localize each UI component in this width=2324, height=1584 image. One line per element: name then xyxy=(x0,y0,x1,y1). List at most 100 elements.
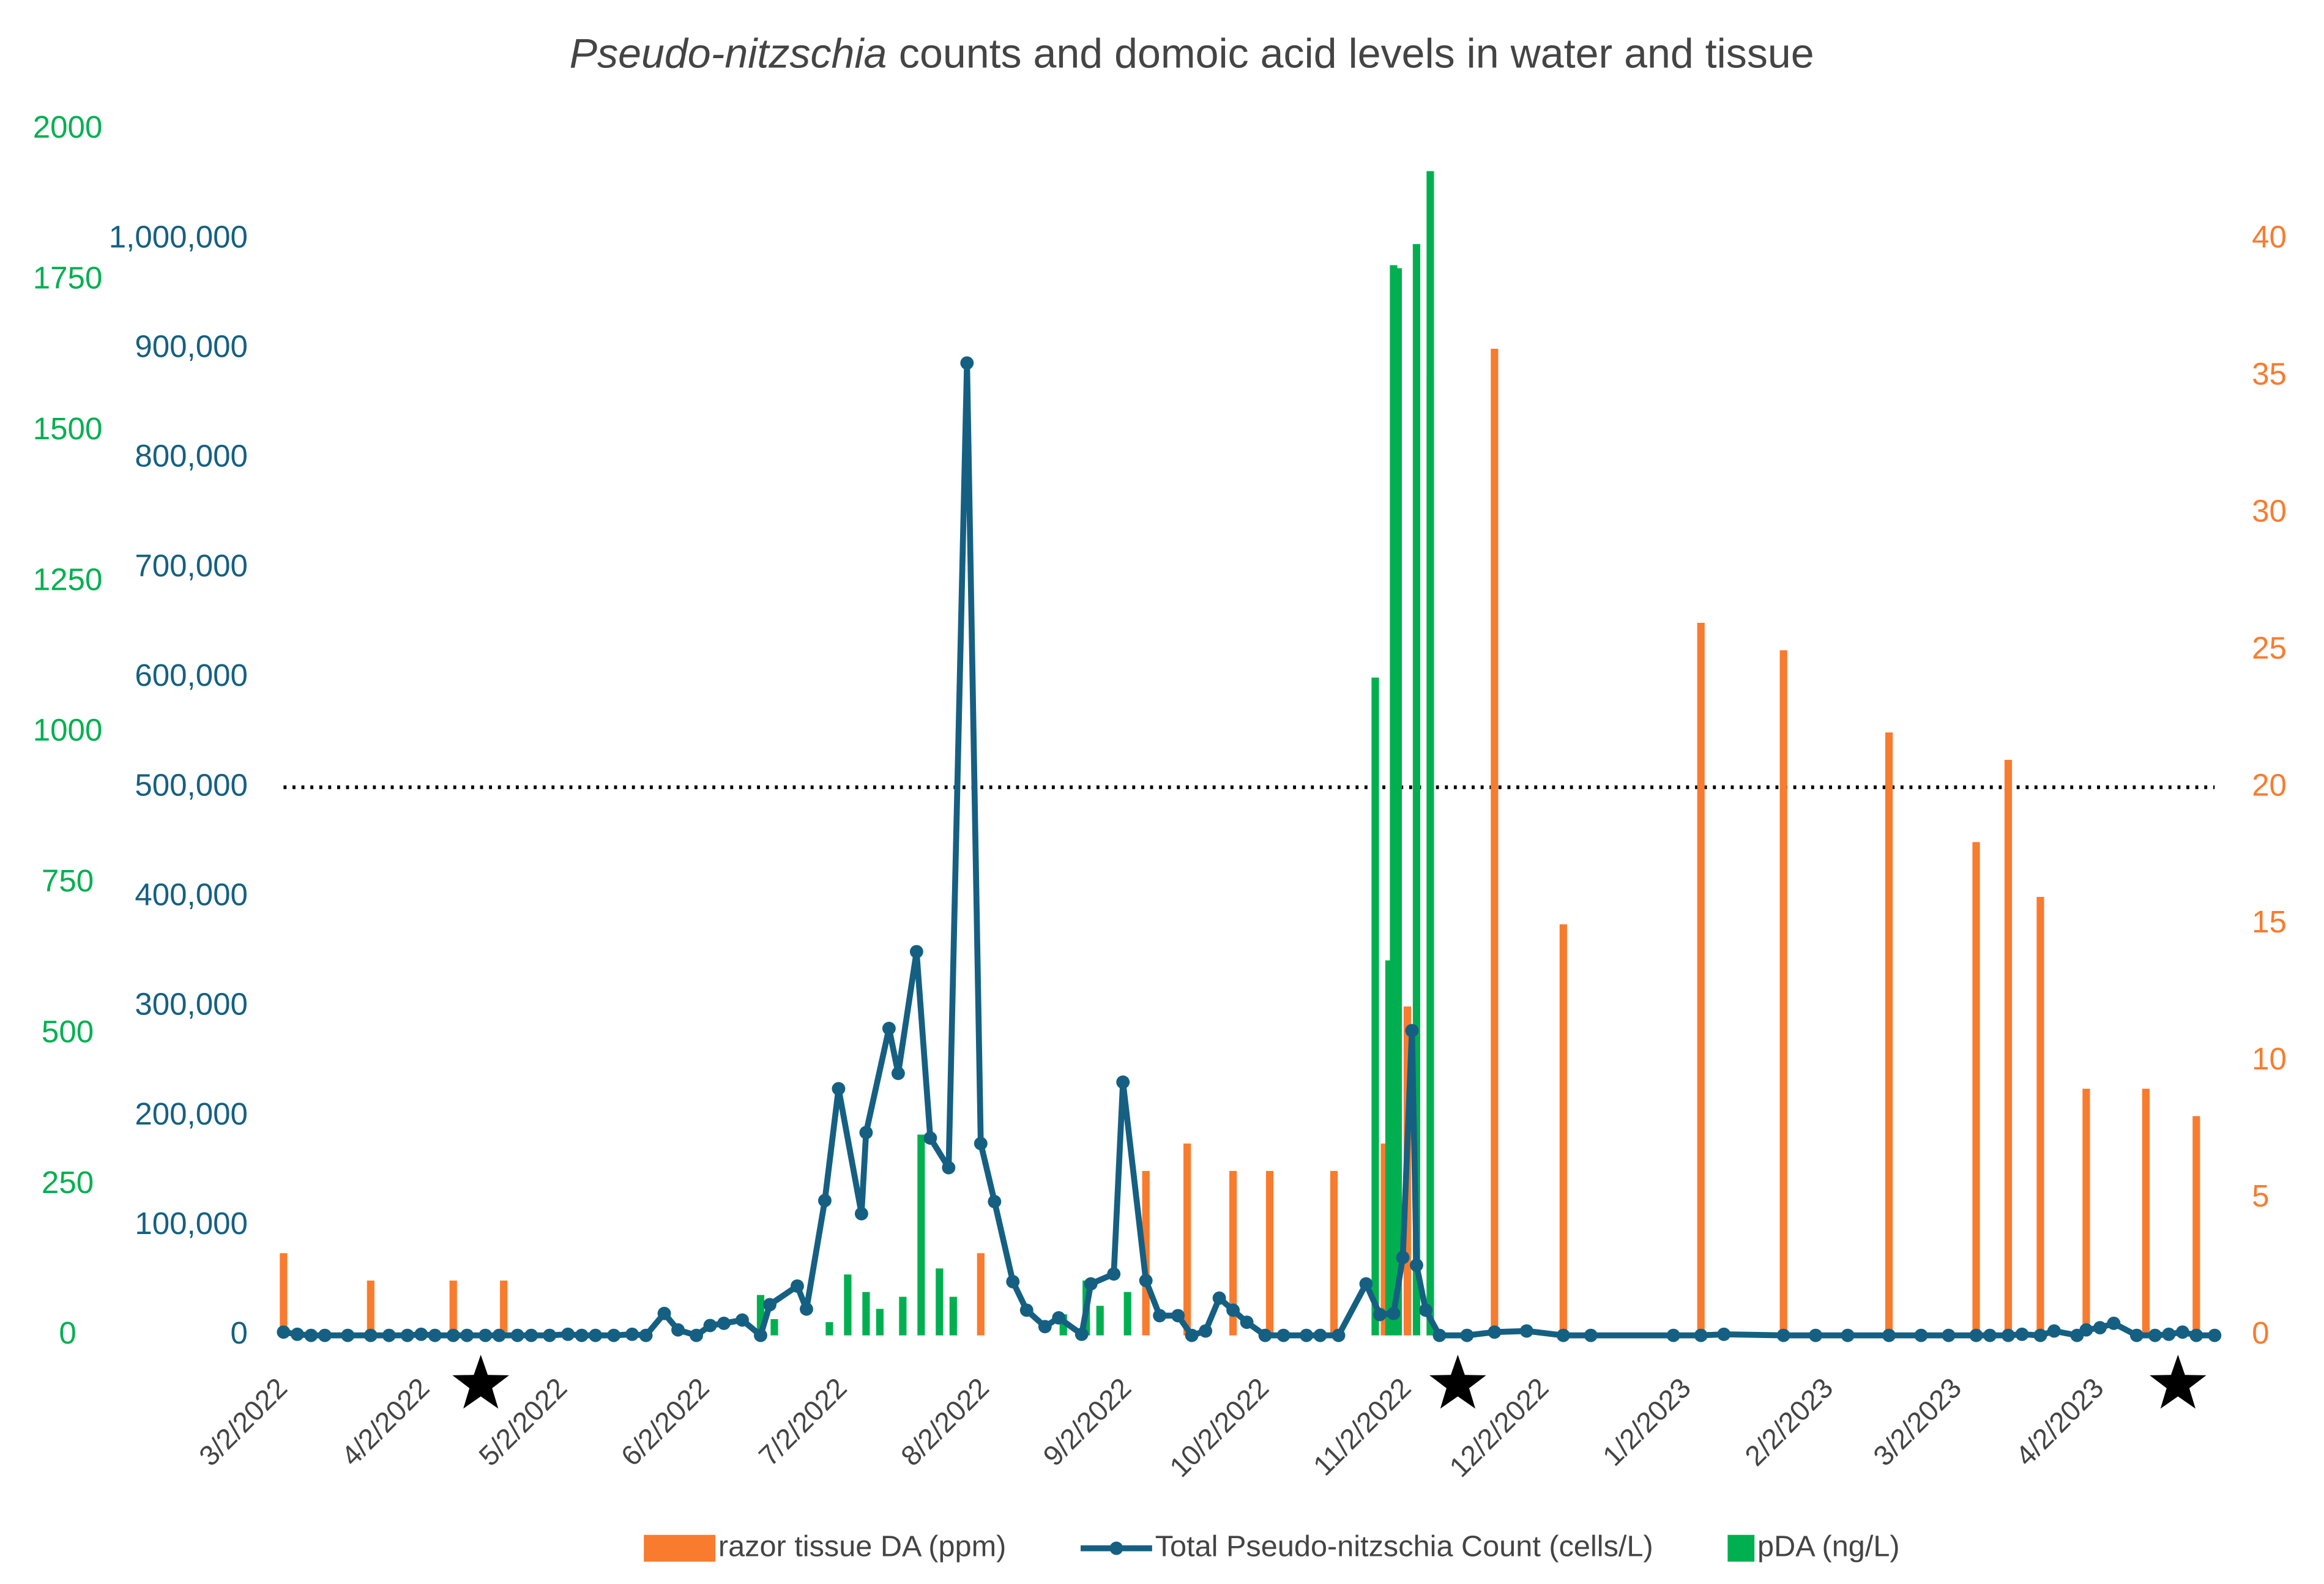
point xyxy=(703,1318,717,1333)
point xyxy=(414,1327,428,1341)
bar xyxy=(770,1319,778,1336)
point xyxy=(1116,1075,1130,1089)
bar xyxy=(1096,1306,1104,1336)
y3-tick-label: 750 xyxy=(42,863,94,898)
y-tick-label: 100,000 xyxy=(135,1206,248,1241)
point xyxy=(1410,1259,1423,1272)
bar xyxy=(825,1322,833,1336)
y3-tick-label: 1000 xyxy=(33,713,103,748)
point xyxy=(1313,1328,1327,1342)
point xyxy=(1556,1328,1570,1342)
point xyxy=(1240,1315,1254,1329)
point xyxy=(859,1126,873,1140)
y-tick-label: 500,000 xyxy=(135,767,248,802)
point xyxy=(1038,1320,1052,1334)
point xyxy=(625,1327,639,1341)
point xyxy=(1373,1307,1387,1322)
legend-label: Total Pseudo-nitzschia Count (cells/L) xyxy=(1155,1530,1653,1563)
point xyxy=(607,1328,621,1342)
point xyxy=(923,1131,937,1145)
point xyxy=(1460,1328,1474,1342)
bar xyxy=(1697,622,1705,1336)
legend-swatch xyxy=(644,1534,716,1562)
point xyxy=(2033,1328,2047,1342)
point xyxy=(492,1328,506,1342)
y-tick-label: 600,000 xyxy=(135,658,248,693)
point xyxy=(341,1328,355,1342)
point xyxy=(854,1207,868,1221)
bar xyxy=(1265,1170,1274,1336)
point xyxy=(479,1328,493,1342)
legend-swatch xyxy=(1727,1534,1755,1562)
y2-tick-label: 5 xyxy=(2252,1178,2269,1213)
point xyxy=(575,1328,589,1342)
y-tick-label: 800,000 xyxy=(135,439,248,474)
point xyxy=(882,1021,896,1035)
bar xyxy=(844,1274,852,1336)
point xyxy=(304,1328,318,1342)
point xyxy=(1139,1274,1153,1288)
bar xyxy=(936,1268,944,1336)
y3-tick-label: 0 xyxy=(59,1315,76,1350)
point xyxy=(1584,1328,1598,1342)
y2-tick-label: 15 xyxy=(2252,904,2287,939)
point xyxy=(1276,1328,1290,1342)
bar xyxy=(1426,171,1434,1336)
bar xyxy=(1779,650,1787,1336)
point xyxy=(2208,1328,2222,1342)
point xyxy=(717,1316,731,1330)
point xyxy=(1331,1328,1346,1342)
y2-tick-label: 20 xyxy=(2252,767,2287,802)
star xyxy=(2150,1355,2207,1409)
point xyxy=(561,1327,575,1341)
point xyxy=(960,356,974,370)
point xyxy=(791,1279,804,1293)
point xyxy=(2107,1316,2121,1330)
point xyxy=(589,1328,603,1342)
bar xyxy=(1491,349,1499,1336)
y3-tick-label: 1500 xyxy=(33,411,103,446)
x-tick-label: 8/2/2022 xyxy=(895,1372,995,1472)
point xyxy=(428,1328,442,1342)
y2-tick-label: 30 xyxy=(2252,493,2287,528)
point xyxy=(1519,1324,1533,1338)
point xyxy=(2148,1328,2162,1342)
point xyxy=(891,1066,905,1080)
point xyxy=(1419,1303,1432,1317)
point xyxy=(1171,1309,1185,1323)
point xyxy=(363,1328,378,1342)
point xyxy=(1084,1277,1098,1291)
point xyxy=(1258,1328,1272,1342)
y2-tick-label: 40 xyxy=(2252,219,2287,254)
x-tick-label: 4/2/2022 xyxy=(335,1372,435,1472)
bar xyxy=(2036,896,2044,1336)
x-tick-label: 11/2/2022 xyxy=(1307,1372,1417,1482)
point xyxy=(763,1298,777,1312)
point xyxy=(1694,1328,1708,1342)
y3-tick-label: 250 xyxy=(42,1165,94,1200)
y3-tick-label: 1250 xyxy=(33,562,103,597)
legend-dot xyxy=(1109,1541,1123,1555)
point xyxy=(524,1328,538,1342)
y2-tick-label: 0 xyxy=(2252,1315,2269,1350)
bar xyxy=(1330,1170,1338,1336)
point xyxy=(754,1328,767,1342)
point xyxy=(543,1328,557,1342)
point xyxy=(1153,1309,1167,1323)
point xyxy=(1914,1328,1928,1342)
point xyxy=(817,1194,832,1208)
point xyxy=(1185,1328,1199,1342)
point xyxy=(736,1313,749,1327)
point xyxy=(2079,1323,2093,1337)
line xyxy=(283,360,2215,1339)
bar xyxy=(2192,1116,2200,1336)
point xyxy=(290,1327,304,1341)
y2-tick-label: 10 xyxy=(2252,1041,2287,1076)
point xyxy=(1300,1328,1314,1342)
x-tick-label: 10/2/2022 xyxy=(1163,1372,1275,1483)
point xyxy=(1052,1311,1066,1325)
point xyxy=(1212,1291,1226,1305)
star xyxy=(1429,1355,1486,1409)
point xyxy=(832,1082,846,1096)
point xyxy=(1809,1328,1823,1342)
